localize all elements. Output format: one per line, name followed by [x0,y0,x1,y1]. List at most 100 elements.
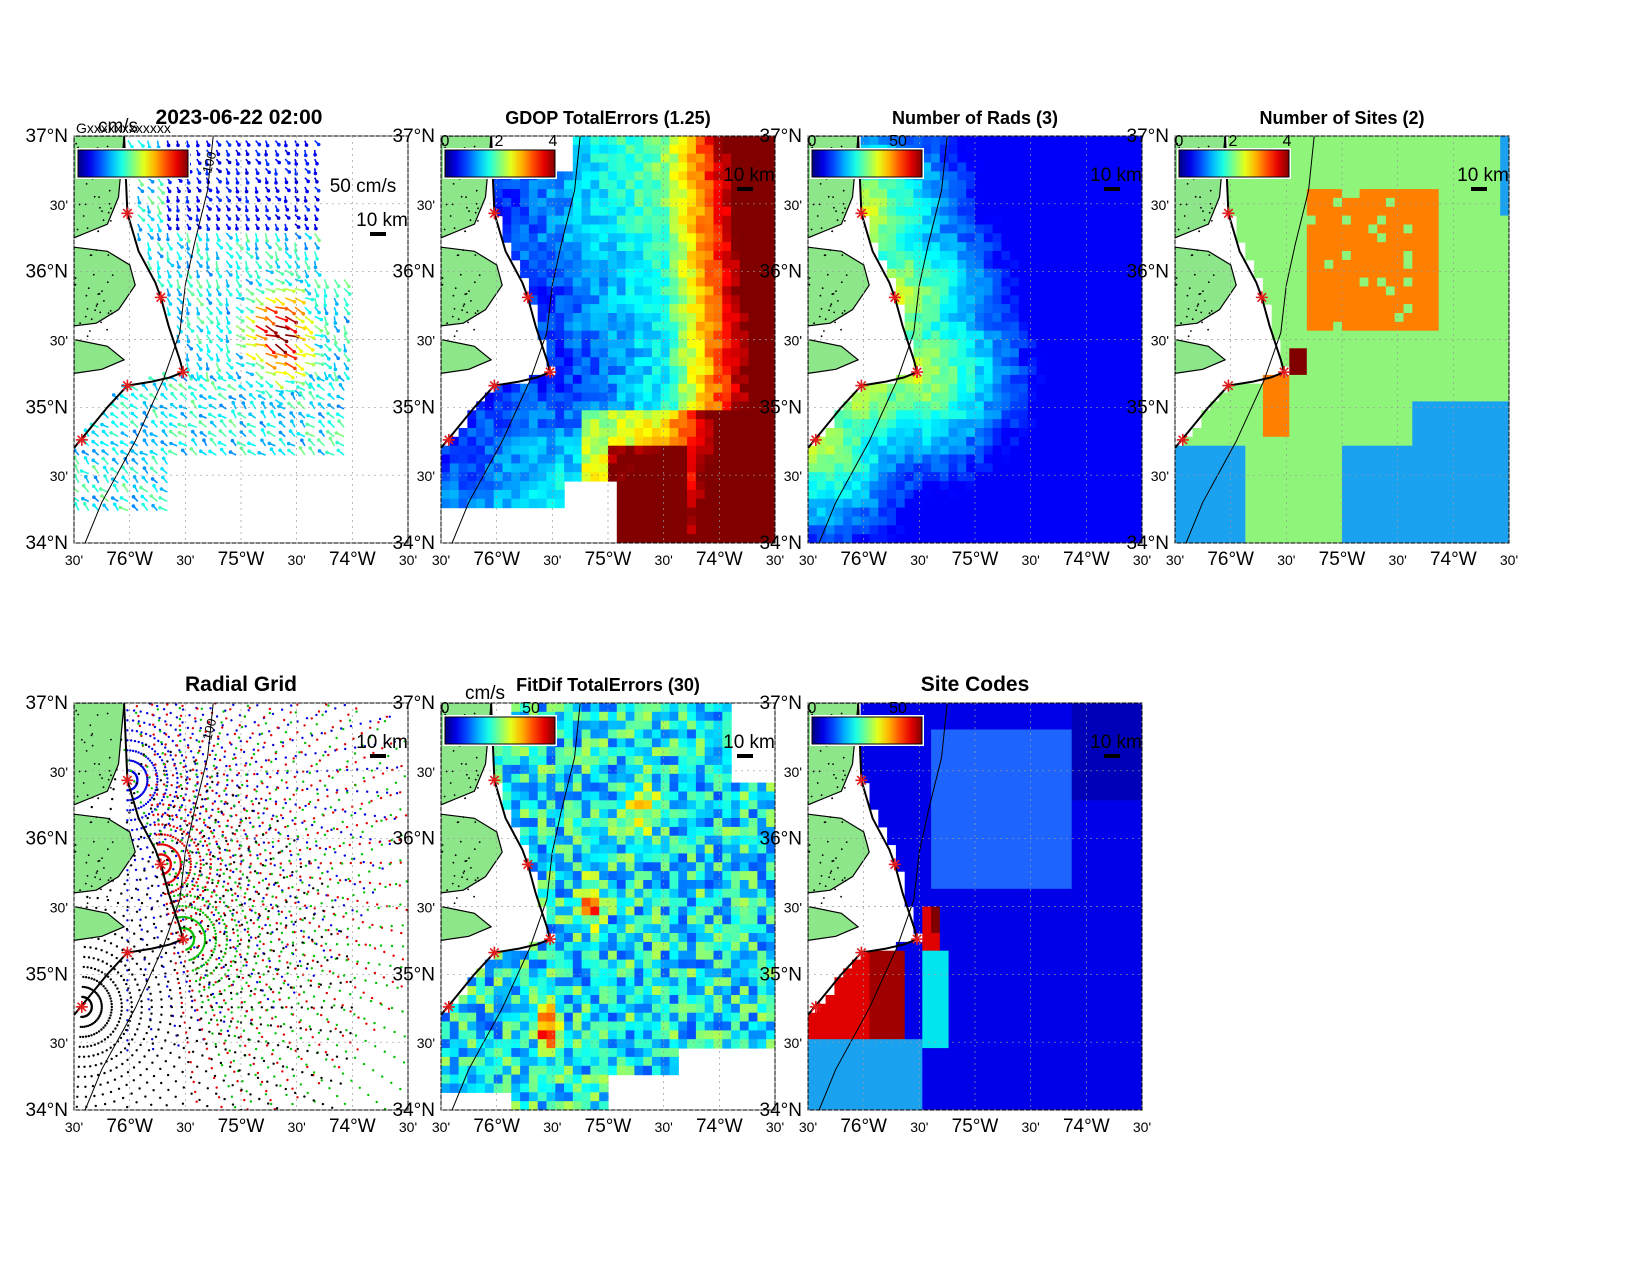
grid-cell [687,436,697,447]
grid-cell [643,206,653,217]
grid-cell [895,454,906,464]
grid-cell [572,295,583,305]
grid-cell [1018,321,1029,332]
current-vector-head [265,162,270,167]
coast-dot [833,311,836,314]
coast-dot [823,254,826,257]
grid-cell [1236,136,1246,146]
grid-cell [678,153,688,164]
grid-cell [1098,436,1108,447]
grid-cell [608,233,618,243]
current-vector-head [185,358,190,362]
current-vector-head [93,475,98,480]
grid-cell [1018,507,1029,517]
grid-cell [1071,472,1082,482]
grid-cell [895,180,906,190]
grid-cell [895,383,906,394]
grid-cell [511,224,521,234]
current-vector-head [81,450,86,454]
grid-cell [748,224,758,234]
grid-cell [537,445,548,456]
grid-cell [913,233,923,243]
grid-cell [731,251,741,261]
grid-cell [1098,525,1108,535]
grid-cell [860,419,871,429]
grid-cell [757,180,767,190]
grid-cell [634,463,644,473]
grid-cell [992,410,1002,420]
grid-cell [1124,481,1134,491]
current-vector-head [188,216,193,221]
current-vector-head [255,171,260,176]
grid-cell [1089,321,1099,332]
grid-cell [625,153,635,164]
current-vector-head [285,208,290,212]
grid-cell [1315,144,1325,155]
grid-cell [1089,224,1099,234]
grid-cell [1071,348,1082,358]
coast-dot [452,294,455,297]
coast-dot [86,335,89,338]
grid-cell [948,206,958,217]
current-vector-head [242,344,247,349]
grid-cell [966,197,976,208]
grid-cell [687,197,697,208]
grid-cell [1106,507,1117,517]
grid-cell [1106,206,1117,217]
grid-cell [669,481,679,491]
current-vector-head [229,366,234,370]
grid-cell [1010,525,1020,535]
grid-cell [564,463,574,473]
grid-cell [678,242,688,252]
grid-cell [1115,144,1125,155]
current-vector-head [208,449,212,454]
grid-cell [748,215,758,225]
grid-cell [484,392,495,402]
grid-cell [678,428,688,438]
grid-cell [983,259,994,270]
current-vector-head [216,285,221,290]
panel-nrads: 37°N30'36°N30'35°N30'34°N30' 76°W 30' 75°W 3… [760,108,1152,570]
grid-cell [1001,498,1011,509]
grid-cell [1133,498,1142,509]
current-vector-head [260,438,264,443]
grid-cell [913,251,923,261]
grid-cell [913,197,923,208]
grid-cell [1010,144,1020,155]
grid-cell [528,445,539,456]
grid-cell [869,224,879,234]
grid-cell [1045,313,1055,323]
coast-dot [106,328,108,331]
grid-cell [722,259,732,270]
grid-cell [939,286,950,296]
grid-cell [869,445,879,456]
grid-cell [904,136,915,146]
grid-cell [983,410,994,420]
grid-cell [948,259,958,270]
grid-cell [1465,153,1475,164]
grid-cell [739,401,750,411]
grid-cell [851,498,862,509]
grid-cell [1098,233,1108,243]
site-marker [488,207,501,220]
grid-cell [904,313,915,323]
grid-cell [722,454,732,464]
grid-cell [966,445,976,456]
grid-cell [1027,481,1038,491]
current-vector-head [158,228,162,233]
current-vector-head [205,247,209,251]
grid-cell [1071,268,1082,279]
current-vector-head [189,447,194,451]
grid-cell [1018,136,1029,146]
grid-cell [1062,410,1073,420]
current-vector-head [248,429,252,434]
current-vector-head [219,329,224,333]
grid-cell [948,366,958,376]
grid-cell [739,419,750,429]
grid-cell [484,489,495,500]
grid-cell [590,463,600,473]
current-vector-head [336,329,341,333]
grid-cell [992,286,1002,296]
grid-cell [948,304,958,314]
grid-cell [869,481,879,491]
